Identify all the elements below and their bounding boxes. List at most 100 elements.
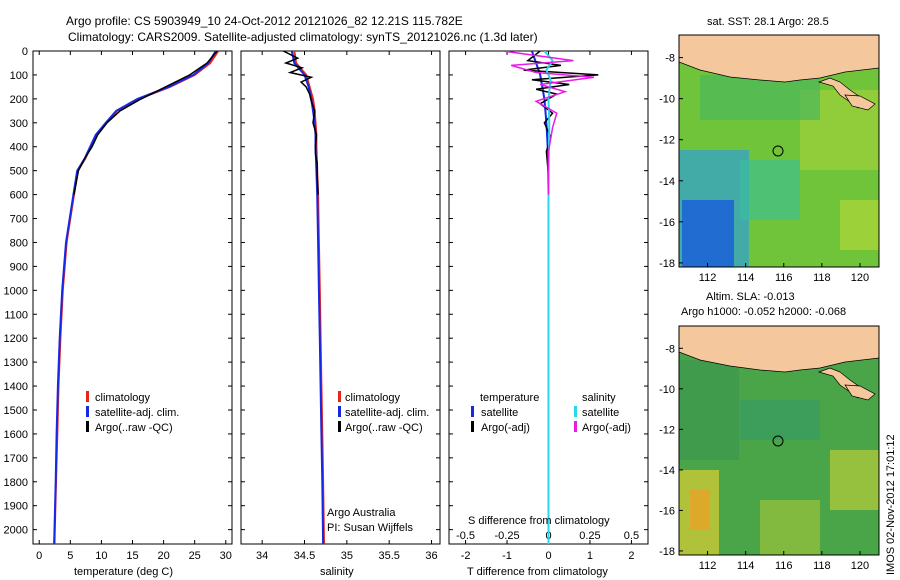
legend-satellite: satellite-adj. clim. — [95, 407, 179, 419]
legend-temperature-title: temperature — [480, 392, 539, 404]
y-tick-label: 100 — [10, 70, 28, 82]
legend-swatch-argo — [86, 421, 89, 432]
map-y-tick-label: -12 — [659, 424, 675, 436]
map-x-tick-label: 120 — [851, 272, 869, 284]
sst-map-frame — [678, 34, 880, 268]
map-y-tick-label: -18 — [659, 258, 675, 270]
y-tick-label: 500 — [10, 166, 28, 178]
y-tick-label: 800 — [10, 237, 28, 249]
map-y-tick-label: -10 — [659, 384, 675, 396]
sla-map-title: Altim. SLA: -0.013 — [706, 291, 795, 303]
temperature-panel — [32, 50, 233, 545]
legend-s-argo: Argo(-adj) — [582, 422, 631, 434]
legend-t-argo: Argo(-adj) — [481, 422, 530, 434]
legend-swatch-satellite — [338, 406, 341, 417]
x-tick-label: 2 — [628, 550, 634, 562]
x2-tick-label: 0.5 — [624, 530, 639, 542]
series-line — [282, 51, 319, 195]
y-tick-label: 0 — [22, 46, 28, 58]
map-y-tick-label: -18 — [659, 546, 675, 558]
map-x-tick-label: 114 — [737, 560, 755, 572]
land-java — [679, 326, 879, 373]
map-x-tick-label: 112 — [699, 272, 717, 284]
difference-series — [502, 51, 599, 544]
y-tick-label: 1700 — [4, 453, 28, 465]
sst-patch — [682, 200, 734, 267]
map-y-tick-label: -16 — [659, 217, 675, 229]
depth-axis-labels: 0 100 200 300 400 500 600 700 800 900 1000 1100 1200… — [4, 46, 28, 537]
y-tick-label: 1300 — [4, 357, 28, 369]
difference-xlabel2: S difference from climatology — [468, 515, 610, 527]
y-tick-label: 2000 — [4, 525, 28, 537]
difference-ticks: -2 -1 0 1 2-0.5 -0.25 0 0.25 0.5 — [449, 50, 648, 562]
land-java — [679, 35, 879, 83]
legend-salinity-title: salinity — [582, 392, 616, 404]
sst-patch — [740, 160, 800, 220]
map-y-tick-label: -14 — [659, 176, 675, 188]
y-tick-label: 700 — [10, 214, 28, 226]
map-y-tick-label: -8 — [665, 53, 675, 65]
x-tick-label: 34 — [256, 550, 268, 562]
sla-map-subtitle: Argo h1000: -0.052 h2000: -0.068 — [681, 306, 846, 318]
map-y-tick-label: -8 — [665, 343, 675, 355]
x-tick-label: -1 — [502, 550, 512, 562]
difference-legend: temperature satellite Argo(-adj) salinit… — [471, 392, 631, 434]
sla-map-ticks: 112 114 116 118 120 -8 -10 -12 -14 -16 -18 — [659, 343, 869, 572]
legend-swatch-climatology — [86, 391, 89, 402]
sla-map-frame — [678, 325, 880, 556]
x-tick-label: 10 — [95, 550, 107, 562]
sla-patch — [740, 400, 820, 440]
x-tick-label: 0 — [545, 550, 551, 562]
series-line — [502, 51, 595, 195]
y-tick-label: 1000 — [4, 285, 28, 297]
salinity-ticks: 34 34.5 35 35.5 36 — [241, 50, 440, 562]
map-x-tick-label: 120 — [851, 560, 869, 572]
map-x-tick-label: 114 — [737, 272, 755, 284]
y-tick-label: 1800 — [4, 477, 28, 489]
salinity-annotation-2: PI: Susan Wijffels — [327, 522, 413, 534]
salinity-panel — [240, 50, 441, 545]
map-x-tick-label: 118 — [813, 560, 831, 572]
map-x-tick-label: 116 — [775, 272, 793, 284]
y-tick-label: 1100 — [4, 309, 28, 321]
y-tick-label: 600 — [10, 190, 28, 202]
legend-swatch-satellite — [86, 406, 89, 417]
salinity-xlabel: salinity — [320, 566, 354, 578]
series-line — [73, 51, 218, 195]
header-line2: Climatology: CARS2009. Satellite-adjuste… — [68, 30, 538, 44]
y-tick-label: 1200 — [4, 333, 28, 345]
y-tick-label: 400 — [10, 142, 28, 154]
x-tick-label: -2 — [461, 550, 471, 562]
legend-satellite: satellite-adj. clim. — [345, 407, 429, 419]
x-tick-label: 25 — [189, 550, 201, 562]
x-tick-label: 20 — [157, 550, 169, 562]
salinity-annotation-1: Argo Australia — [327, 507, 396, 519]
difference-xlabel: T difference from climatology — [467, 566, 608, 578]
legend-swatch-s-argo — [574, 421, 577, 432]
legend-swatch-t-satellite — [471, 406, 474, 417]
sst-patch — [840, 200, 879, 250]
sla-map — [679, 326, 879, 555]
map-y-tick-label: -12 — [659, 135, 675, 147]
land-island — [844, 94, 876, 111]
sst-map — [679, 35, 879, 267]
argo-position-marker — [772, 435, 784, 447]
legend-swatch-argo — [338, 421, 341, 432]
x-tick-label: 36 — [425, 550, 437, 562]
series-line — [543, 51, 554, 544]
y-tick-label: 900 — [10, 261, 28, 273]
temperature-xlabel: temperature (deg C) — [74, 566, 173, 578]
sla-patch — [679, 360, 739, 460]
x-tick-label: 1 — [587, 550, 593, 562]
x2-tick-label: 0.25 — [579, 530, 600, 542]
legend-climatology: climatology — [345, 392, 401, 404]
legend-argo: Argo(..raw -QC) — [345, 422, 423, 434]
argo-position-marker — [772, 145, 784, 157]
x-tick-label: 5 — [67, 550, 73, 562]
land-island — [844, 384, 876, 401]
sst-map-ticks: 112 114 116 118 120 -8 -10 -12 -14 -16 -18 — [659, 53, 869, 284]
legend-swatch-climatology — [338, 391, 341, 402]
legend-swatch-s-satellite — [574, 406, 577, 417]
salinity-series — [282, 51, 325, 544]
